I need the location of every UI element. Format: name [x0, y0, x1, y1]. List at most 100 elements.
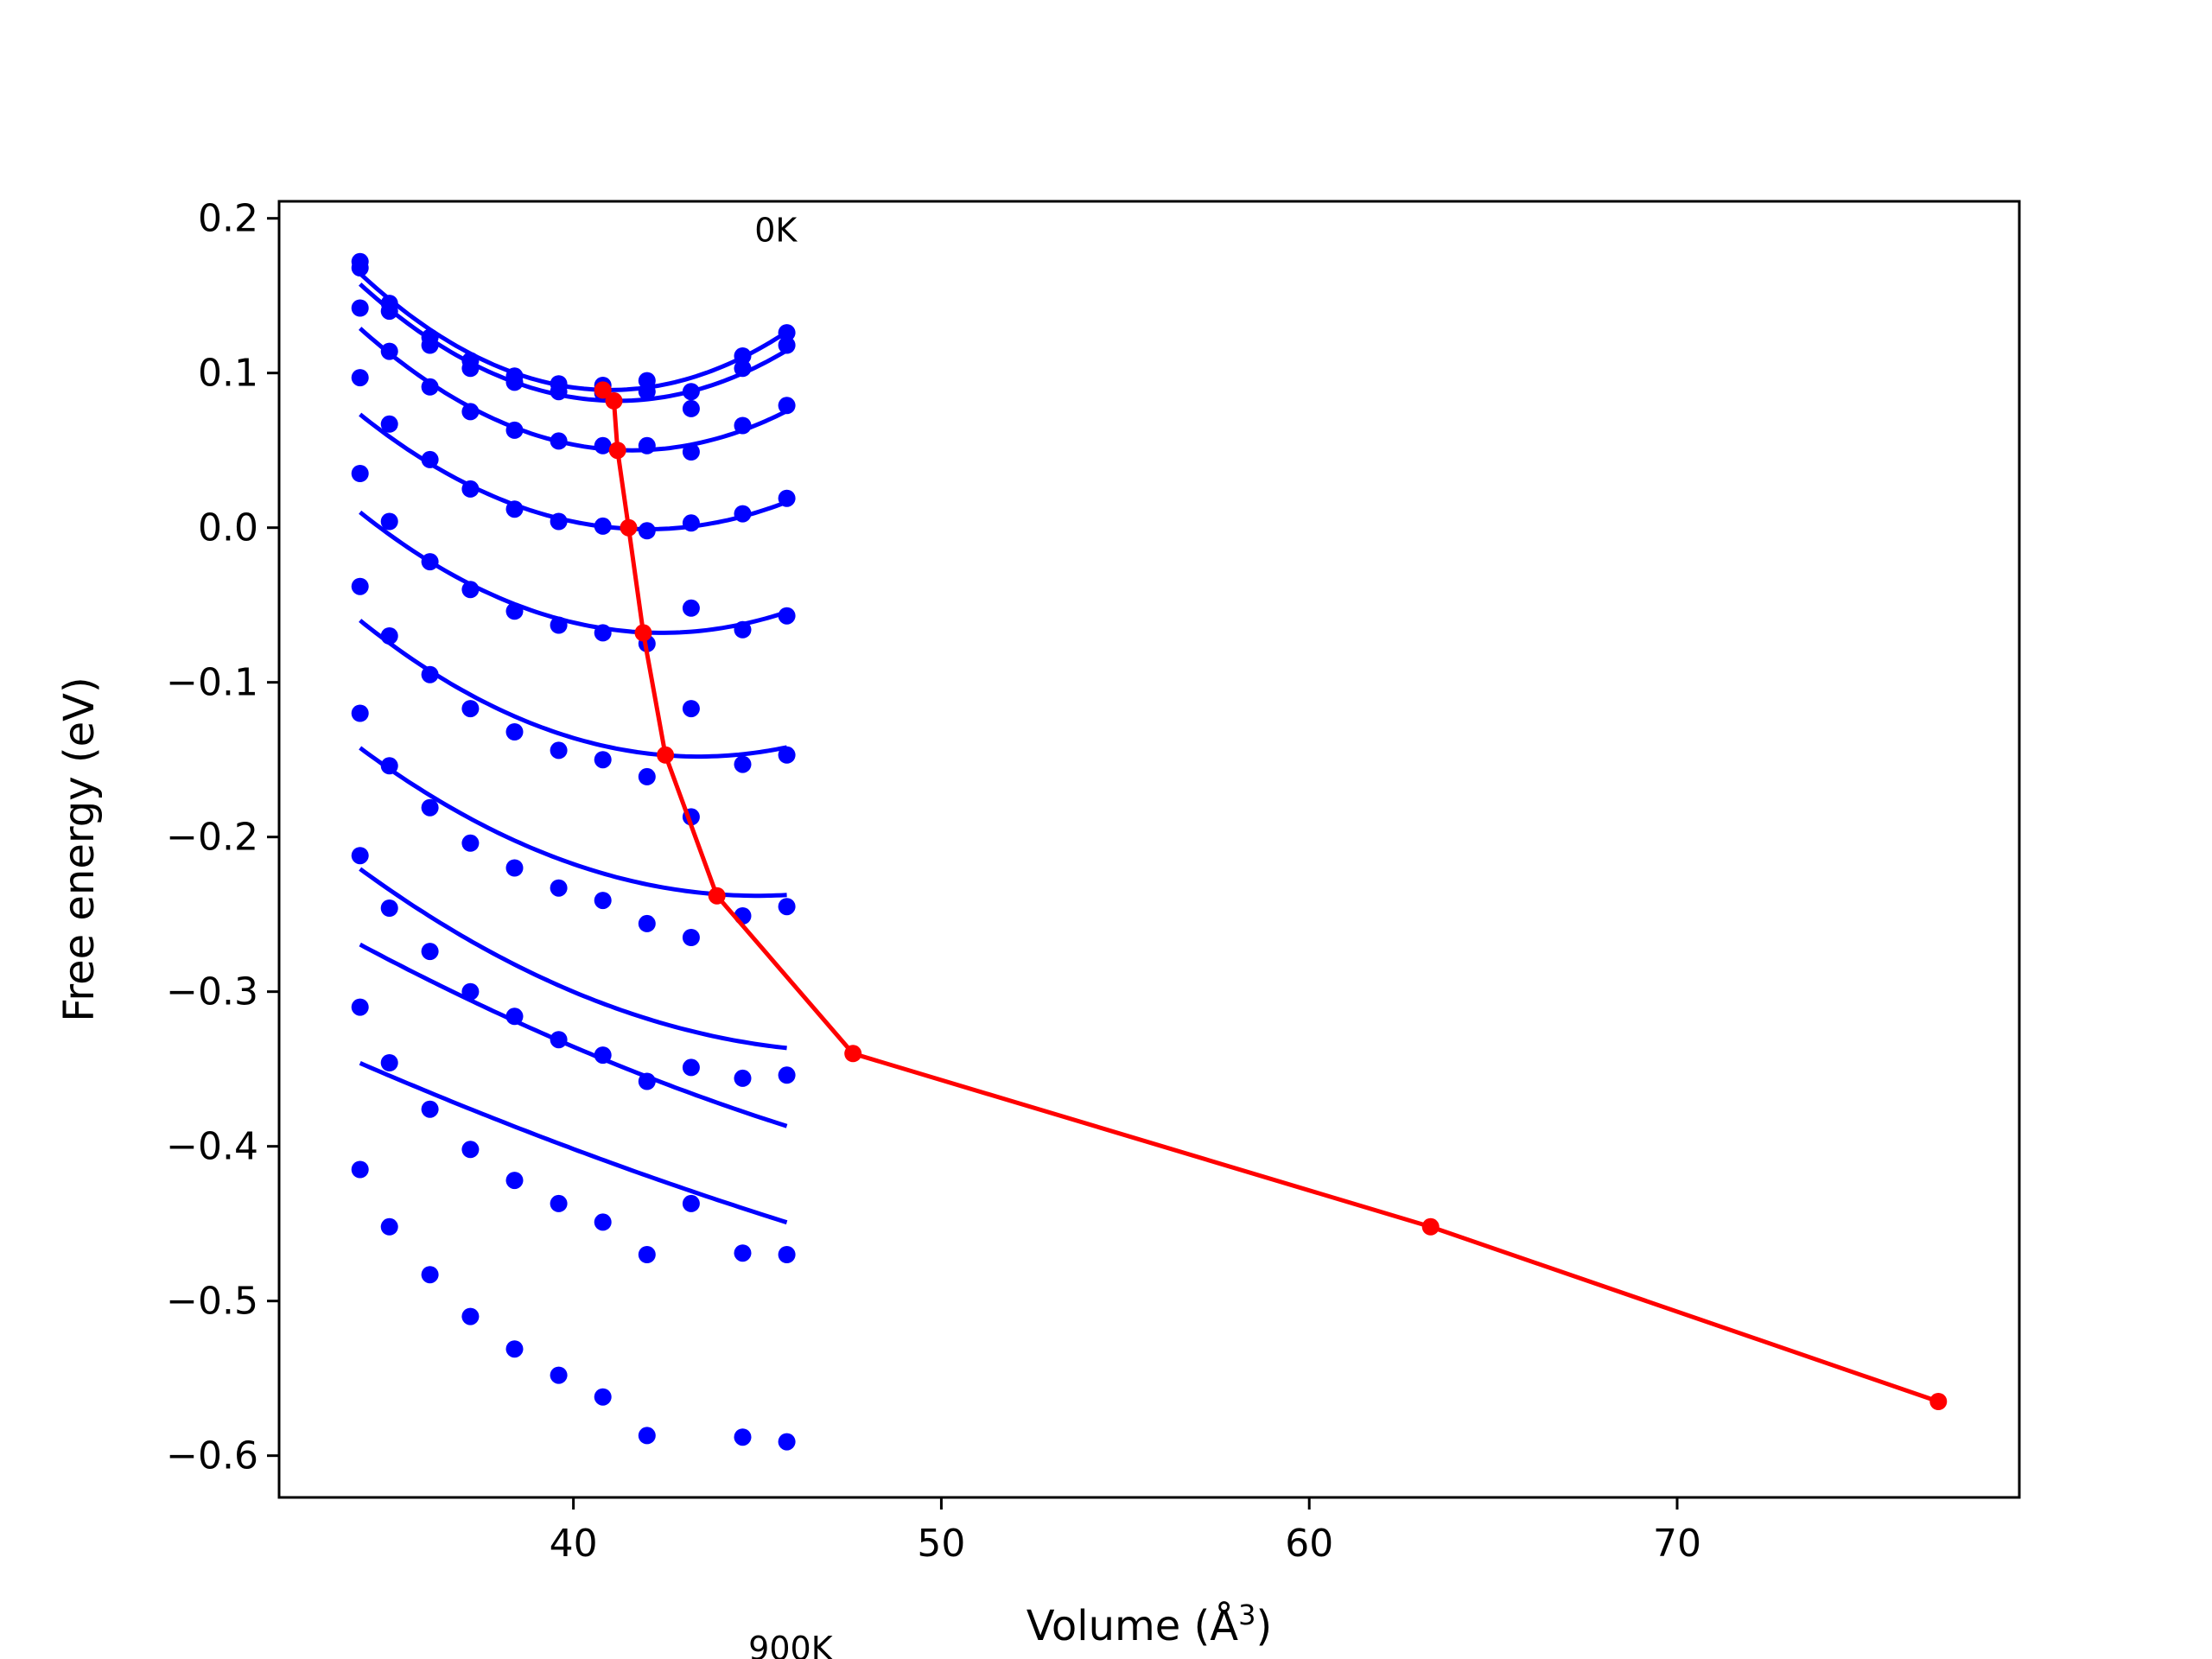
y-tick-label: −0.6: [166, 1434, 258, 1478]
data-point: [421, 798, 439, 817]
data-point: [380, 757, 398, 775]
data-point: [421, 1266, 439, 1284]
minimum-energy-line: [601, 388, 1940, 1404]
y-axis-label: Free energy (eV): [55, 677, 104, 1021]
x-tick-label: 50: [917, 1522, 965, 1566]
y-tick-label: −0.1: [166, 661, 258, 705]
data-point: [682, 1194, 700, 1212]
minimum-point: [605, 391, 623, 410]
data-point: [421, 336, 439, 354]
x-tick-label: 40: [550, 1522, 598, 1566]
data-point: [505, 1007, 524, 1026]
data-point: [734, 416, 752, 435]
data-point: [505, 373, 524, 391]
minimum-point: [1421, 1217, 1440, 1236]
minimum-point: [620, 518, 638, 537]
data-point: [550, 1194, 568, 1212]
data-point: [421, 450, 439, 468]
data-point: [734, 505, 752, 523]
data-point: [638, 436, 656, 454]
data-point: [594, 1213, 612, 1231]
data-point: [421, 1100, 439, 1118]
y-tick-label: 0.2: [198, 197, 258, 241]
data-point: [461, 581, 480, 599]
data-point: [421, 665, 439, 683]
data-point: [505, 723, 524, 741]
y-tick-label: 0.0: [198, 506, 258, 550]
data-point: [778, 397, 796, 415]
data-point: [638, 522, 656, 540]
data-point: [778, 1246, 796, 1263]
data-point: [682, 399, 700, 417]
data-point: [638, 767, 656, 785]
data-point: [380, 627, 398, 645]
data-point: [778, 898, 796, 916]
data-point: [682, 1058, 700, 1077]
data-point: [778, 607, 796, 625]
data-point: [778, 1433, 796, 1451]
data-point: [351, 465, 369, 482]
fit-curve-10: [359, 1061, 788, 1225]
annotation: 0K: [754, 212, 798, 250]
data-point: [638, 1072, 656, 1090]
data-point: [380, 1054, 398, 1071]
data-point: [505, 1340, 524, 1358]
data-point: [351, 847, 369, 865]
fit-curve-8: [359, 867, 787, 1051]
data-point: [778, 336, 796, 354]
data-point: [682, 514, 700, 532]
data-point: [421, 943, 439, 961]
minimum-line: [594, 381, 1948, 1410]
data-point: [550, 616, 568, 634]
data-point: [682, 700, 700, 718]
data-point: [734, 1069, 752, 1087]
data-point: [351, 259, 369, 276]
data-point: [550, 432, 568, 450]
data-point: [505, 500, 524, 518]
fit-curve-6: [359, 619, 788, 760]
data-point: [734, 347, 752, 365]
minimum-point: [708, 887, 726, 905]
data-point: [594, 892, 612, 910]
data-point: [594, 1388, 612, 1406]
data-point: [594, 624, 612, 642]
y-tick-label: −0.5: [166, 1280, 258, 1324]
data-point: [461, 982, 480, 1001]
data-point: [734, 755, 752, 773]
x-axis-label: Volume (Å3): [1027, 1599, 1272, 1650]
data-point: [638, 1427, 656, 1445]
y-tick-label: −0.2: [166, 816, 258, 860]
data-point: [380, 302, 398, 321]
data-point: [461, 834, 480, 852]
data-point: [380, 415, 398, 433]
x-tick-label: 60: [1285, 1522, 1333, 1566]
data-point: [351, 1160, 369, 1179]
data-point: [550, 1031, 568, 1049]
data-point: [550, 741, 568, 760]
data-point: [351, 369, 369, 387]
minimum-point: [1929, 1393, 1948, 1410]
data-point: [461, 1141, 480, 1159]
fit-curve-4: [359, 412, 788, 532]
data-point: [505, 602, 524, 620]
data-point: [594, 517, 612, 535]
data-point: [734, 1244, 752, 1262]
annotation: 900K: [748, 1630, 834, 1659]
data-point: [505, 1172, 524, 1190]
data-point: [380, 342, 398, 360]
annotations: 0K 900K: [748, 212, 834, 1659]
data-point: [550, 1366, 568, 1384]
data-point: [638, 914, 656, 932]
data-point: [594, 1046, 612, 1065]
y-tick-label: −0.4: [166, 1125, 258, 1169]
data-point: [550, 879, 568, 897]
data-point: [505, 421, 524, 439]
minimum-point: [844, 1045, 862, 1063]
data-point: [734, 620, 752, 639]
data-point: [461, 700, 480, 718]
data-point: [594, 436, 612, 454]
data-point: [421, 378, 439, 396]
fit-curve-7: [359, 746, 787, 899]
minimum-point: [608, 442, 626, 460]
